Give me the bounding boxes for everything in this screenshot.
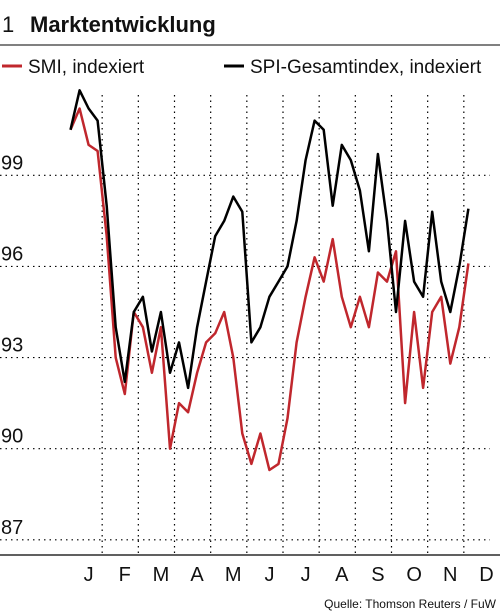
chart-title: Marktentwicklung (30, 12, 216, 37)
y-tick-label: 99 (1, 152, 23, 174)
x-tick-label: S (371, 564, 384, 586)
y-tick-label: 87 (1, 517, 23, 539)
x-tick-label: F (119, 564, 131, 586)
legend-label: SPI-Gesamtindex, indexiert (250, 57, 482, 78)
x-tick-label: J (301, 564, 311, 586)
series-line (69, 107, 470, 472)
source: Quelle: Thomson Reuters / FuW (324, 597, 497, 611)
series-line (69, 89, 470, 390)
x-tick-label: M (225, 564, 242, 586)
x-tick-label: J (84, 564, 94, 586)
legend-label: SMI, indexiert (28, 57, 145, 78)
x-tick-label: N (443, 564, 457, 586)
x-tick-label: D (479, 564, 493, 586)
x-tick-label: A (190, 564, 204, 586)
chart-number: 1 (2, 12, 14, 37)
x-tick-label: M (153, 564, 170, 586)
x-tick-label: O (406, 564, 422, 586)
y-tick-label: 96 (1, 243, 23, 265)
y-tick-label: 90 (1, 426, 23, 448)
x-tick-label: A (335, 564, 349, 586)
y-tick-label: 93 (1, 335, 23, 357)
x-tick-label: J (264, 564, 274, 586)
